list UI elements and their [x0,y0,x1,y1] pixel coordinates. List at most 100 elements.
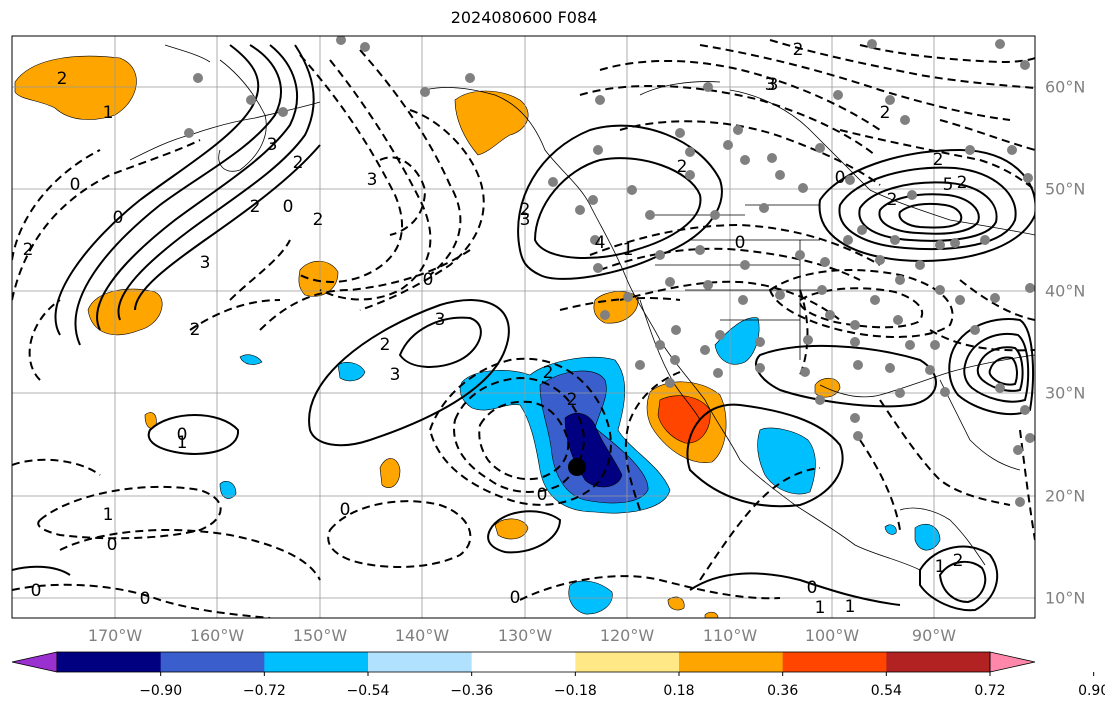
colorbar-tick-label: 0.18 [663,683,695,699]
contour-label: 2 [313,210,324,230]
contour-label: 2 [933,150,944,170]
colorbar-tick-label: 0.36 [767,683,799,699]
lat-label-50n: 50°N [1045,179,1086,199]
fill-orange-small2 [494,518,529,540]
lon-label-130w: 130°W [497,626,553,645]
colorbar-segment [575,652,680,672]
lon-label-150w: 150°W [292,626,348,645]
contour-label: 0 [31,581,42,601]
contour-label: 0 [835,168,846,188]
colorbar-tick-label: 0.72 [974,683,1006,699]
contour-label: 3 [267,135,278,155]
contour-label: 1 [815,598,826,618]
lat-label-40n: 40°N [1045,281,1086,301]
contour-label: 2 [250,197,261,217]
lat-label-10n: 10°N [1045,588,1086,608]
lon-label-170w: 170°W [87,626,143,645]
contour-label: 0 [140,589,151,609]
contour-label: 0 [537,485,548,505]
lon-label-160w: 160°W [189,626,245,645]
contour-label: 3 [765,75,776,95]
contour-label: 2 [887,190,898,210]
lon-label-110w: 110°W [702,626,758,645]
contour-label: 0 [423,270,434,290]
lat-label-20n: 20°N [1045,486,1086,506]
contour-label: 4 [595,233,606,253]
colorbar-tick-label: −0.72 [242,683,286,699]
fill-cyan-sm1 [337,362,366,382]
fill-orange-small6 [704,611,719,618]
contour-label: 2 [520,200,531,220]
contour-label: 2 [380,335,391,355]
contour-label: 2 [57,69,68,89]
contour-label: 0 [807,578,818,598]
colorbar-tick-label: 0.90 [1078,683,1105,699]
contour-label: 0 [735,233,746,253]
colorbar-segment [471,652,576,672]
contour-label: 0 [177,425,188,445]
map-frame [11,35,1036,619]
contour-label: 0 [340,500,351,520]
contour-label: 0 [113,208,124,228]
fill-cyan-e [757,427,816,495]
anomaly-fills [14,55,941,618]
fill-orange-alaska [454,90,529,156]
colorbar-segment [886,652,991,672]
colorbar-tick-label: −0.36 [450,683,494,699]
contour-label: 3 [367,170,378,190]
fill-red-baja [657,395,711,444]
contour-label: 2 [953,551,964,571]
colorbar-outline [56,651,991,673]
contour-label: 2 [293,153,304,173]
colorbar-tick-label: −0.18 [553,683,597,699]
colorbar-segment [264,652,369,672]
contour-label: 5 [943,175,954,195]
contour-label: 0 [283,197,294,217]
contour-label: 2 [880,103,891,123]
colorbar-tick-label: 0.54 [870,683,902,699]
contour-label: 2 [793,40,804,60]
solid-contours [12,44,1035,612]
fill-cyan-sm5 [884,524,897,535]
fill-orange-small5 [667,596,685,611]
storm-center-marker [568,458,586,476]
lat-label-30n: 30°N [1045,383,1086,403]
graticule [12,36,1035,618]
contour-label: 1 [623,240,634,260]
contour-label: 1 [845,597,856,617]
station-markers [184,36,1035,507]
lon-label-140w: 140°W [394,626,450,645]
contour-label: 2 [543,363,554,383]
colorbar-extend-low [11,651,58,673]
contour-label: 1 [177,433,188,453]
contour-label: 1 [103,103,114,123]
contour-label: 0 [107,535,118,555]
contour-label: 1 [103,505,114,525]
contour-label: 2 [23,240,34,260]
fill-orange-nw [14,55,137,120]
contour-label: 3 [200,253,211,273]
colorbar-extend-high [989,651,1036,673]
lon-label-100w: 100°W [804,626,860,645]
fill-orange-small1 [379,458,401,489]
lon-label-120w: 120°W [599,626,655,645]
contour-label: 0 [510,588,521,608]
colorbar-tick-label: −0.90 [139,683,183,699]
map-title: 2024080600 F084 [450,8,598,27]
fill-cyan-sm3 [219,481,237,499]
contour-label: 2 [190,320,201,340]
contour-label: 2 [567,390,578,410]
contour-label: 3 [435,310,446,330]
fill-cyan-s [568,580,613,615]
contour-label: 0 [70,175,81,195]
fill-cyan-sm2 [239,354,263,365]
contour-label: 1 [935,557,946,577]
contour-label: 3 [768,75,779,95]
lat-label-60n: 60°N [1045,77,1086,97]
contour-label: 2 [677,157,688,177]
lon-label-90w: 90°W [911,626,957,645]
colorbar-segment [57,652,162,672]
